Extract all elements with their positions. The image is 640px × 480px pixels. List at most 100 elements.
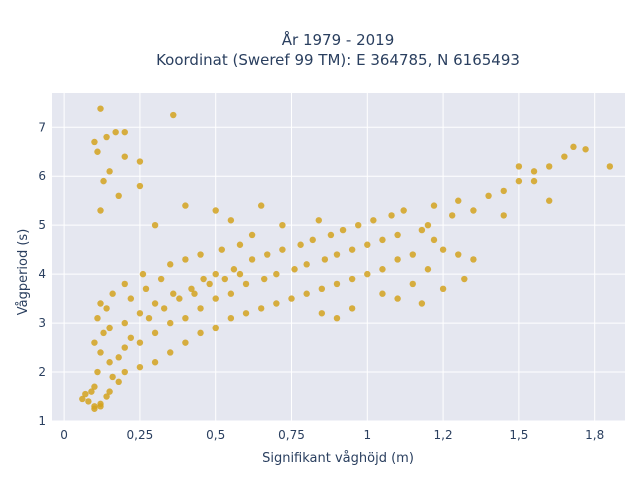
data-point [167,319,174,327]
data-point [170,111,177,119]
y-tick-label: 7 [38,120,46,134]
y-tick-label: 4 [38,267,46,281]
data-point [327,231,335,239]
data-point [321,256,329,263]
data-point [261,275,268,283]
data-point [448,212,456,219]
data-point [157,275,165,283]
data-point [379,266,386,273]
data-point [227,217,235,224]
data-point [212,207,219,214]
data-point [100,177,107,185]
data-point [303,261,310,268]
x-axis-ticks: 0 0,25 0,5 0,75 1 1,2 1,5 1,8 [60,428,604,442]
data-point [500,187,507,195]
data-point [212,295,219,302]
data-point [197,329,204,337]
data-point [355,221,362,229]
data-point [100,329,107,337]
data-point [136,363,144,371]
data-point [470,207,477,214]
data-point [364,241,371,248]
data-point [394,295,401,302]
y-tick-label: 6 [38,169,46,183]
data-point [94,314,101,322]
data-point [315,217,322,224]
data-point [136,182,144,190]
data-point [200,275,207,283]
data-point [227,290,235,297]
data-point [121,319,128,327]
data-point [167,261,174,268]
data-point [318,285,326,293]
y-tick-label: 3 [38,316,46,330]
data-point [106,168,113,175]
data-point [333,251,341,258]
data-point [264,251,271,258]
data-point [400,207,407,214]
data-point [109,373,116,381]
data-point [606,163,614,170]
data-point [424,221,432,229]
data-point [248,231,256,239]
data-point [145,314,153,322]
data-point [409,280,416,288]
data-point [97,207,104,214]
chart-subtitle: Koordinat (Sweref 99 TM): E 364785, N 61… [156,51,520,69]
y-tick-label: 5 [38,218,46,232]
data-point [455,251,462,258]
x-tick-label: 1,5 [509,428,528,442]
data-point [151,300,159,307]
data-point [106,359,113,366]
data-point [127,295,135,302]
data-point [288,295,295,302]
x-tick-label: 1,8 [585,428,604,442]
data-point [182,256,189,263]
data-point [91,383,98,390]
data-point [461,275,468,283]
data-point [470,256,477,263]
data-point [546,197,553,204]
data-point [151,221,159,229]
y-tick-label: 2 [38,365,46,379]
data-point [182,314,189,322]
data-point [530,177,538,185]
data-point [191,290,198,297]
x-tick-label: 1,2 [434,428,453,442]
data-point [106,324,113,332]
data-point [242,310,250,317]
data-point [167,349,174,356]
data-point [439,285,447,293]
data-point [170,290,177,297]
data-point [94,148,101,155]
data-point [257,202,265,209]
data-point [94,368,101,376]
x-tick-label: 0,5 [206,428,225,442]
data-point [561,153,568,160]
data-point [97,403,104,410]
data-point [379,290,386,297]
data-point [97,349,104,356]
data-point [112,128,119,136]
data-point [257,305,265,312]
data-point [485,192,492,200]
data-point [227,314,235,322]
data-point [279,246,286,253]
data-point [103,305,110,312]
data-point [291,266,298,273]
data-point [212,270,219,278]
data-point [85,398,92,405]
data-point [273,300,280,307]
data-point [348,246,356,253]
data-point [546,163,553,170]
data-point [339,226,347,234]
data-point [279,221,286,229]
data-point [91,405,98,412]
data-point [230,266,238,273]
data-point [242,280,250,288]
data-point [309,236,316,244]
data-point [103,133,110,141]
data-points [79,105,614,412]
y-axis-title: Vågperiod (s) [16,229,31,316]
